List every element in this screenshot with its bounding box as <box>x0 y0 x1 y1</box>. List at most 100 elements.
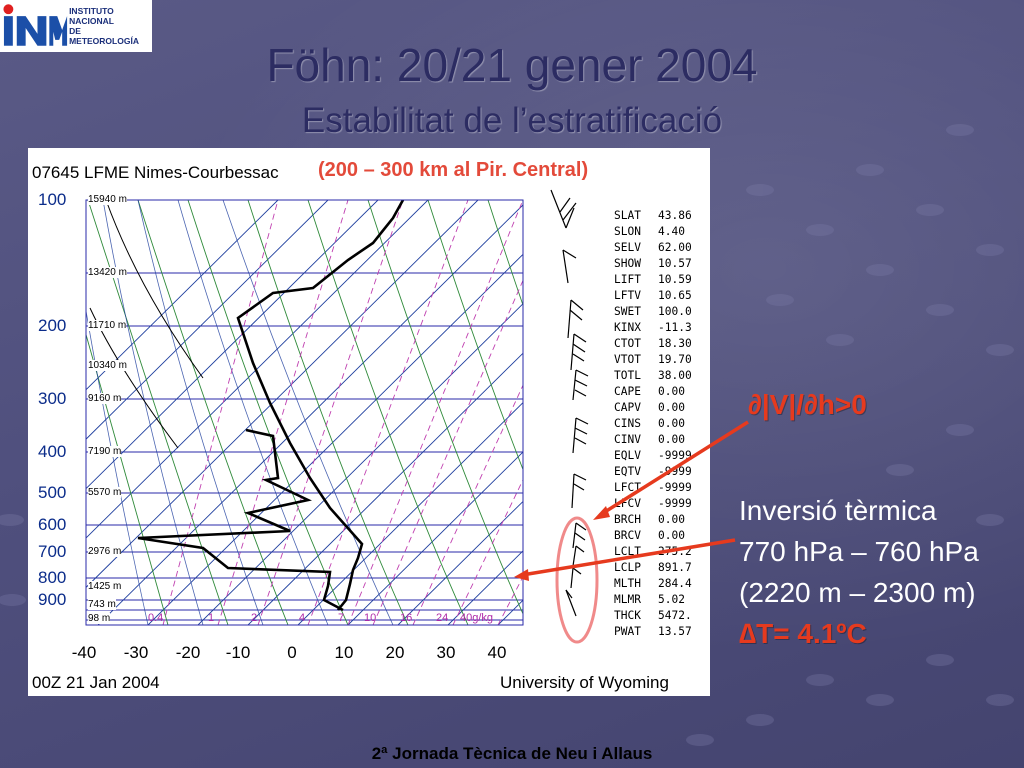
temperature-label: 20 <box>385 643 405 662</box>
index-value: 0.00 <box>658 529 685 542</box>
height-label: 9160 m <box>88 393 122 404</box>
pressure-label: 200 <box>38 316 67 335</box>
dry-adiabat-lines <box>86 200 523 625</box>
index-value: 891.7 <box>658 561 692 574</box>
index-key: EQLV <box>614 449 641 462</box>
index-row: LCLP 891.7 <box>614 560 692 576</box>
slide-subtitle: Estabilitat de l’estratificació <box>301 101 723 140</box>
logo-line-2: NACIONAL <box>69 16 114 26</box>
index-key: SWET <box>614 305 641 318</box>
footer: 2ª Jornada Tècnica de Neu i Allaus <box>371 744 653 763</box>
index-value: -9999 <box>658 449 692 462</box>
index-value: 284.4 <box>658 577 692 590</box>
mixing-ratio-lines <box>162 200 523 625</box>
temperature-profile <box>236 200 405 611</box>
index-key: LIFT <box>614 273 641 286</box>
index-key: LFTV <box>614 289 641 302</box>
index-value: -11.3 <box>658 321 692 334</box>
index-row: CINV 0.00 <box>614 432 692 448</box>
index-key: VTOT <box>614 353 641 366</box>
index-row: VTOT 19.70 <box>614 352 692 368</box>
index-key: LCLT <box>614 545 641 558</box>
mixing-ratio-label: 1 <box>208 612 215 624</box>
index-row: CTOT 18.30 <box>614 336 692 352</box>
index-value: 5472. <box>658 609 692 622</box>
pressure-label: 800 <box>38 568 67 587</box>
height-label: 98 m <box>88 613 111 624</box>
index-value: 4.40 <box>658 225 685 238</box>
pressure-label: 700 <box>38 542 67 561</box>
index-value: 10.57 <box>658 257 692 270</box>
index-row: MLMR 5.02 <box>614 592 692 608</box>
index-key: CTOT <box>614 337 641 350</box>
pressure-label: 600 <box>38 515 67 534</box>
index-key: BRCV <box>614 529 641 542</box>
index-key: LFCT <box>614 481 641 494</box>
mixing-ratio-label: 2 <box>251 612 258 624</box>
index-value: 10.59 <box>658 273 692 286</box>
pressure-label: 100 <box>38 190 67 209</box>
inversion-pressure: 770 hPa – 760 hPa <box>739 536 979 567</box>
index-value: 43.86 <box>658 209 692 222</box>
shear-annotation: ∂|V|/∂h>0 <box>748 389 867 420</box>
mixing-ratio-label: 10 <box>364 612 377 624</box>
index-key: EQTV <box>614 465 641 478</box>
index-value: 10.65 <box>658 289 692 302</box>
isobar-lines <box>86 200 523 621</box>
temperature-label: -40 <box>71 643 97 662</box>
height-label: 1425 m <box>88 581 122 592</box>
index-row: LFTV 10.65 <box>614 288 692 304</box>
index-key: SHOW <box>614 257 641 270</box>
height-label: 743 m <box>88 599 116 610</box>
sounding-date: 00Z 21 Jan 2004 <box>32 673 160 692</box>
index-key: MLMR <box>614 593 641 606</box>
stability-indices: SLAT 43.86 SLON 4.40 SELV 62.00 SHOW 10.57 LIFT 1… <box>614 208 692 640</box>
index-value: 275.2 <box>658 545 692 558</box>
region-note: (200 – 300 km al Pir. Central) <box>318 159 589 181</box>
index-row: SLAT 43.86 <box>614 208 692 224</box>
inm-logo: INSTITUTO NACIONAL DE METEOROLOGÍA <box>0 0 152 52</box>
index-value: 19.70 <box>658 353 692 366</box>
height-label: 11710 m <box>88 320 127 331</box>
pressure-label: 300 <box>38 389 67 408</box>
index-row: MLTH 284.4 <box>614 576 692 592</box>
index-row: LFCV -9999 <box>614 496 692 512</box>
logo-line-1: INSTITUTO <box>69 6 114 16</box>
logo-line-3: DE METEOROLOGÍA <box>69 26 139 46</box>
index-row: KINX -11.3 <box>614 320 692 336</box>
height-label: 7190 m <box>88 446 122 457</box>
index-key: BRCH <box>614 513 641 526</box>
index-key: TOTL <box>614 369 641 382</box>
temperature-label: 40 <box>487 643 507 662</box>
index-row: LCLT 275.2 <box>614 544 692 560</box>
pressure-label: 900 <box>38 590 67 609</box>
index-key: LFCV <box>614 497 641 510</box>
index-key: SLON <box>614 225 641 238</box>
index-key: SELV <box>614 241 641 254</box>
index-row: SHOW 10.57 <box>614 256 692 272</box>
index-key: CAPV <box>614 401 641 414</box>
mixing-ratio-label: 7 <box>338 612 345 624</box>
index-row: THCK 5472. <box>614 608 692 624</box>
index-value: 0.00 <box>658 513 685 526</box>
temperature-label: -30 <box>123 643 149 662</box>
mixing-ratio-label: 40g/kg <box>460 612 494 624</box>
index-key: SLAT <box>614 209 641 222</box>
index-key: MLTH <box>614 577 641 590</box>
pressure-label: 400 <box>38 442 67 461</box>
index-key: THCK <box>614 609 641 622</box>
temperature-label: 10 <box>334 643 354 662</box>
height-label: 15940 m <box>88 194 127 205</box>
index-row: SWET 100.0 <box>614 304 692 320</box>
index-row: CAPV 0.00 <box>614 400 692 416</box>
mixing-ratio-label: 24 <box>436 612 449 624</box>
inversion-title: Inversió tèrmica <box>739 495 937 526</box>
mixing-ratio-label: 4 <box>299 612 306 624</box>
dewpoint-profile <box>137 428 344 612</box>
index-value: 0.00 <box>658 385 685 398</box>
index-key: CINS <box>614 417 641 430</box>
inversion-delta: ∆T= 4.1ºC <box>739 618 867 649</box>
index-row: LIFT 10.59 <box>614 272 692 288</box>
index-row: BRCV 0.00 <box>614 528 692 544</box>
index-value: -9999 <box>658 497 692 510</box>
